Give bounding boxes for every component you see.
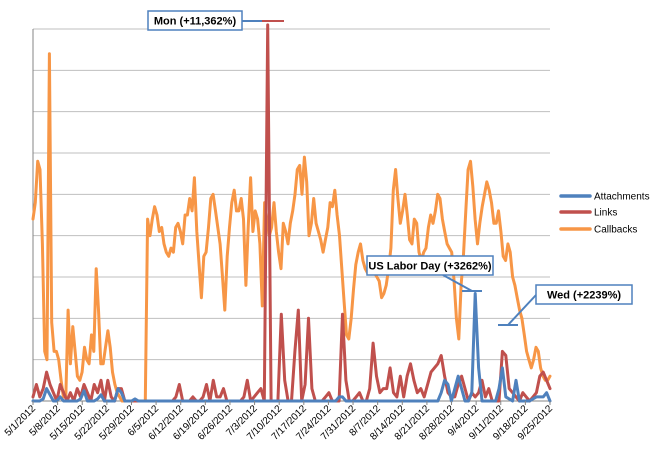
series-line-callbacks (31, 52, 552, 403)
annotation-callout: Mon (+11,362%) (147, 10, 284, 31)
annotation-box (147, 10, 243, 31)
gridlines (33, 28, 550, 361)
legend: Attachments Links Callbacks (559, 192, 650, 236)
annotation-pointer (442, 274, 473, 292)
series-line-attachments (31, 292, 552, 403)
annotation-label: Wed (+2239%) (547, 290, 621, 302)
annotation-pointer (507, 294, 537, 326)
annotations: Mon (+11,362%) US Labor Day (+3262%) Wed (… (147, 10, 633, 326)
legend-label-attachments: Attachments (594, 192, 650, 203)
annotation-box (366, 255, 494, 276)
legend-label-links: Links (594, 208, 617, 219)
annotation-label: US Labor Day (+3262%) (368, 261, 492, 273)
series-lines (31, 23, 552, 403)
legend-label-callbacks: Callbacks (594, 225, 637, 236)
x-tick-labels: 5/1/20125/8/20125/15/20125/22/20125/29/2… (3, 401, 555, 443)
annotation-callout: Wed (+2239%) (498, 284, 633, 326)
annotation-label: Mon (+11,362%) (154, 16, 237, 28)
annotation-box (535, 284, 633, 305)
annotation-callout: US Labor Day (+3262%) (366, 255, 494, 292)
